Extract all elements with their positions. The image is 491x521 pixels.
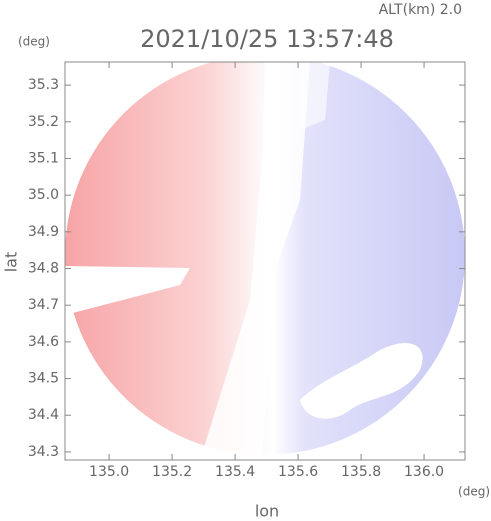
y-tick-label: 34.7 [28,297,59,313]
y-unit: (deg) [18,35,50,49]
x-tick-label: 135.4 [215,464,255,480]
y-tick-label: 34.8 [28,261,59,277]
x-tick-label: 136.0 [404,464,444,480]
y-tick-label: 34.6 [28,334,59,350]
radar-field [65,62,465,460]
y-tick-label: 35.3 [28,77,59,93]
x-tick-label: 135.8 [341,464,381,480]
y-tick-label: 34.5 [28,371,59,387]
subtitle: ALT(km) 2.0 [379,2,462,18]
y-tick-label: 35.1 [28,150,59,166]
x-unit: (deg) [458,485,490,499]
x-tick-label: 135.0 [89,464,129,480]
y-tick-label: 34.4 [28,407,59,423]
y-axis-label: lat [2,252,21,273]
plot-frame [64,61,466,461]
y-tick-label: 34.9 [28,224,59,240]
y-tick-label: 35.0 [28,187,59,203]
chart-title: 2021/10/25 13:57:48 [140,25,394,53]
x-tick-label: 135.2 [152,464,192,480]
x-tick-label: 135.6 [278,464,318,480]
y-tick-label: 34.3 [28,444,59,460]
x-axis-label: lon [255,502,279,521]
y-tick-label: 35.2 [28,114,59,130]
